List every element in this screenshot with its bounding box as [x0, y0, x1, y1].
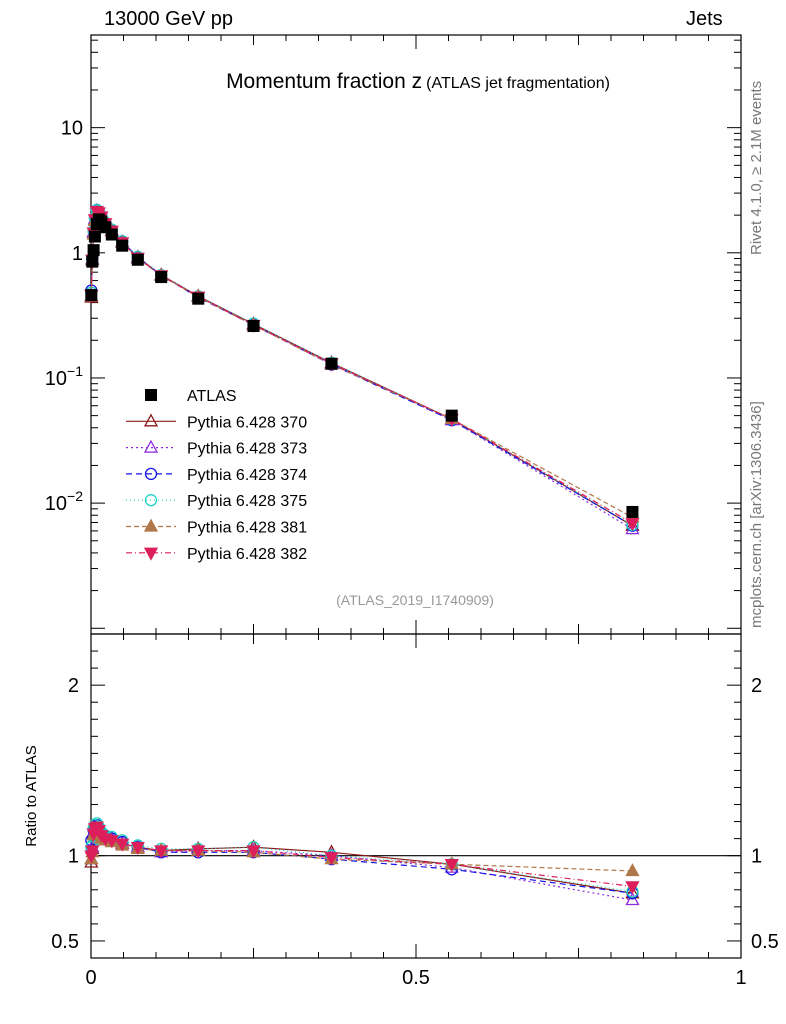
chart-title: Momentum fraction z (ATLAS jet fragmentat…: [226, 70, 610, 93]
y-tick-label: 10−2: [45, 488, 83, 515]
x-tick-label: 0: [85, 967, 96, 989]
ratio-point-pythia-6-428-370: [625, 885, 640, 899]
x-tick-label: 0.5: [402, 967, 430, 989]
x-tick-label: 1: [735, 967, 746, 989]
ratio-y-tick-label: 2: [68, 675, 79, 697]
ratio-point-pythia-6-428-382: [246, 845, 261, 859]
ratio-y-tick-label-right: 2: [751, 675, 762, 697]
ratio-point-pythia-6-428-382: [625, 881, 640, 895]
rivet-version-label: Rivet 4.1.0, ≥ 2.1M events: [748, 80, 765, 255]
legend-label-pythia-6-428-381: Pythia 6.428 381: [187, 520, 307, 537]
ratio-point-pythia-6-428-382: [130, 842, 145, 856]
legend-label-pythia-6-428-370: Pythia 6.428 370: [187, 414, 307, 431]
data-point-atlas: [192, 292, 205, 305]
data-point-pythia-6-428-373: [625, 521, 640, 535]
legend-marker-pythia-6-428-381: [143, 518, 159, 532]
main-panel-frame: [90, 34, 742, 635]
ratio-point-pythia-6-428-382: [324, 852, 339, 866]
data-point-atlas: [131, 253, 144, 266]
y-tick-label: 10: [61, 118, 83, 140]
legend-marker-pythia-6-428-375: [144, 494, 158, 507]
data-point-atlas: [247, 320, 260, 333]
header-energy-label: 13000 GeV pp: [104, 8, 233, 30]
ratio-y-tick-label: 0.5: [51, 931, 79, 953]
legend-label-pythia-6-428-374: Pythia 6.428 374: [187, 467, 307, 484]
legend-label-pythia-6-428-373: Pythia 6.428 373: [187, 441, 307, 458]
y-tick-label: 10−1: [45, 363, 83, 390]
data-point-atlas: [445, 409, 458, 422]
data-point-atlas: [116, 239, 129, 252]
ratio-y-tick-label: 1: [68, 846, 79, 868]
ratio-line-pythia-6-428-382: [90, 825, 633, 887]
ratio-panel-frame: [90, 633, 742, 959]
mcplots-label: mcplots.cern.ch [arXiv:1306.3436]: [748, 401, 765, 628]
data-point-atlas: [155, 271, 168, 284]
ratio-line-pythia-6-428-373: [90, 825, 633, 901]
data-point-atlas: [85, 289, 98, 302]
legend-label-atlas: ATLAS: [187, 388, 237, 405]
data-point-atlas: [325, 357, 338, 370]
ratio-point-pythia-6-428-382: [104, 835, 119, 849]
legend-marker-pythia-6-428-373: [143, 439, 159, 453]
ratio-point-pythia-6-428-373: [625, 892, 640, 906]
ratio-y-tick-label-right: 1: [751, 846, 762, 868]
legend-marker-atlas: [145, 389, 157, 401]
ratio-line-pythia-6-428-375: [90, 822, 633, 893]
data-point-atlas: [86, 255, 99, 268]
ratio-point-pythia-6-428-382: [85, 845, 100, 859]
header-process-label: Jets: [686, 8, 723, 30]
ratio-line-pythia-6-428-370: [90, 827, 633, 894]
ratio-point-pythia-6-428-382: [154, 845, 169, 859]
data-point-atlas: [88, 230, 101, 243]
y-tick-label: 1: [72, 243, 83, 265]
ratio-point-pythia-6-428-381: [625, 863, 640, 877]
data-point-atlas: [99, 221, 112, 234]
legend-label-pythia-6-428-375: Pythia 6.428 375: [187, 493, 307, 510]
data-point-pythia-6-428-382: [625, 518, 640, 532]
series-line-pythia-6-428-374: [90, 208, 633, 527]
legend-label-pythia-6-428-382: Pythia 6.428 382: [187, 546, 307, 563]
ratio-point-pythia-6-428-382: [191, 845, 206, 859]
series-line-pythia-6-428-373: [90, 209, 633, 530]
series-line-pythia-6-428-382: [90, 210, 633, 524]
analysis-id-label: (ATLAS_2019_I1740909): [336, 592, 494, 608]
ratio-point-pythia-6-428-382: [115, 838, 130, 852]
data-point-atlas: [105, 228, 118, 241]
series-line-pythia-6-428-381: [90, 211, 633, 518]
legend-marker-pythia-6-428-370: [143, 413, 159, 427]
ratio-y-axis-label: Ratio to ATLAS: [23, 745, 40, 846]
data-point-atlas: [87, 244, 100, 257]
ratio-point-pythia-6-428-382: [444, 859, 459, 873]
data-point-atlas: [626, 505, 639, 518]
legend-marker-pythia-6-428-374: [144, 467, 158, 481]
legend-marker-pythia-6-428-382: [143, 547, 159, 561]
ratio-y-tick-label-right: 0.5: [751, 931, 779, 953]
